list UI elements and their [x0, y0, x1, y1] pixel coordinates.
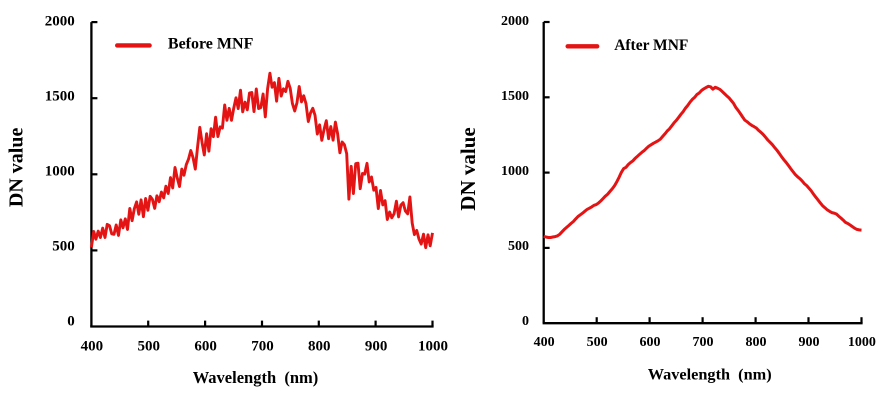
svg-text:DN value: DN value	[456, 127, 480, 210]
svg-text:600: 600	[194, 339, 217, 355]
svg-text:400: 400	[534, 335, 555, 350]
svg-text:1000: 1000	[501, 164, 529, 179]
svg-text:2000: 2000	[45, 14, 75, 30]
svg-text:1000: 1000	[45, 164, 75, 180]
svg-text:900: 900	[365, 339, 388, 355]
svg-text:Wavelength (nm): Wavelength (nm)	[193, 368, 319, 387]
svg-text:500: 500	[138, 339, 161, 355]
svg-text:700: 700	[251, 339, 274, 355]
svg-text:500: 500	[52, 239, 75, 255]
svg-text:700: 700	[693, 335, 714, 350]
svg-text:800: 800	[308, 339, 331, 355]
svg-text:0: 0	[67, 314, 75, 330]
svg-text:1500: 1500	[501, 89, 529, 104]
svg-text:Before MNF: Before MNF	[168, 36, 254, 53]
svg-text:500: 500	[508, 239, 529, 254]
svg-text:500: 500	[587, 335, 608, 350]
svg-text:400: 400	[81, 339, 104, 355]
svg-text:1500: 1500	[45, 89, 75, 105]
svg-text:800: 800	[746, 335, 767, 350]
svg-text:Wavelength (nm): Wavelength (nm)	[648, 364, 772, 383]
svg-text:DN value: DN value	[6, 128, 28, 208]
svg-text:1000: 1000	[848, 335, 876, 350]
svg-text:900: 900	[799, 335, 820, 350]
svg-text:2000: 2000	[501, 14, 529, 29]
svg-text:0: 0	[522, 314, 529, 329]
svg-text:After MNF: After MNF	[614, 37, 688, 54]
svg-text:600: 600	[640, 335, 661, 350]
svg-text:1000: 1000	[418, 339, 448, 355]
